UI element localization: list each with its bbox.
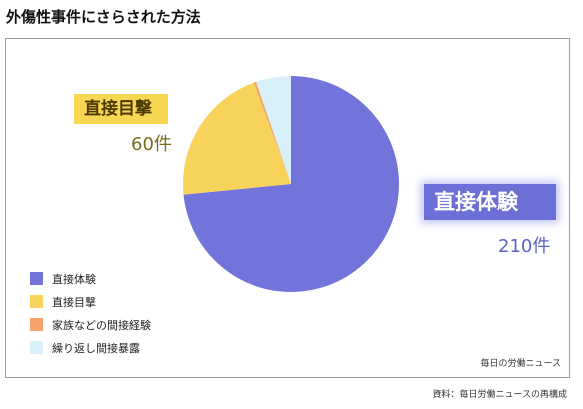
legend-item: 直接目撃 [30, 290, 151, 313]
callout-direct-experience-label: 直接体験 [434, 190, 518, 214]
legend-swatch [30, 318, 43, 331]
pie-slice-1 [183, 76, 399, 292]
legend: 直接体験 直接目撃 家族などの間接経験 繰り返し間接暴露 [30, 267, 151, 359]
chart-frame: 直接目撃 60件 直接体験 210件 直接体験 直接目撃 家族などの間接経験 繰… [5, 38, 570, 378]
legend-swatch [30, 341, 43, 354]
source-note: 資料：毎日労働ニュースの再構成 [432, 390, 567, 400]
chart-credit: 毎日の労働ニュース [480, 359, 561, 369]
chart-title: 外傷性事件にさらされた方法 [6, 8, 201, 26]
pie-slice-2 [183, 82, 291, 195]
legend-label: 直接体験 [52, 272, 96, 286]
pie-slice-3 [253, 81, 291, 184]
callout-direct-experience: 直接体験 [424, 184, 556, 220]
callout-direct-witness-label: 直接目撃 [84, 99, 152, 119]
legend-label: 家族などの間接経験 [52, 318, 151, 332]
value-direct-witness: 60件 [131, 134, 172, 155]
legend-item: 直接体験 [30, 267, 151, 290]
legend-label: 繰り返し間接暴露 [52, 341, 140, 355]
legend-swatch [30, 295, 43, 308]
legend-item: 繰り返し間接暴露 [30, 336, 151, 359]
pie-chart [183, 76, 399, 292]
legend-swatch [30, 272, 43, 285]
legend-item: 家族などの間接経験 [30, 313, 151, 336]
value-direct-experience: 210件 [498, 236, 551, 257]
pie-slice-4 [256, 76, 291, 184]
legend-label: 直接目撃 [52, 295, 96, 309]
callout-direct-witness: 直接目撃 [74, 94, 168, 124]
